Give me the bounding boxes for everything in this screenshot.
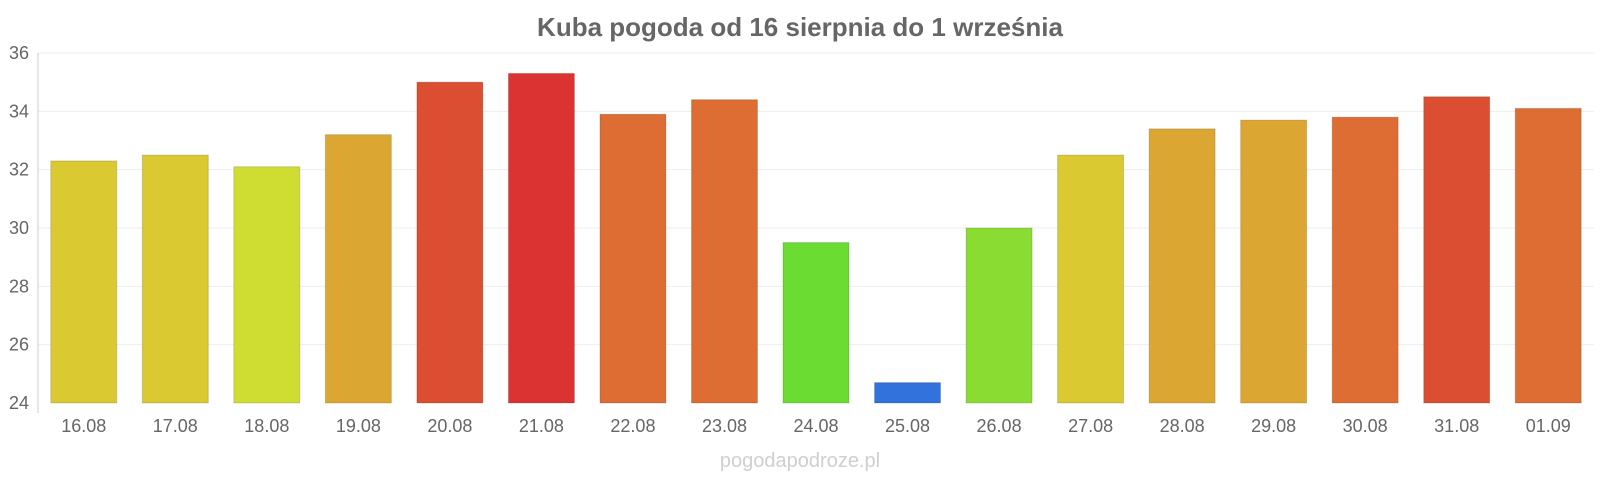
x-tick-label: 16.08 (61, 416, 106, 436)
x-tick-label: 30.08 (1343, 416, 1388, 436)
bar-22.08 (599, 113, 667, 404)
x-tick-label: 24.08 (793, 416, 838, 436)
bars (50, 72, 1582, 404)
x-tick-label: 18.08 (244, 416, 289, 436)
bar-28.08 (1148, 128, 1216, 404)
x-tick-labels: 16.08 17.08 18.08 19.08 20.08 21.08 22.08 23.08… (61, 416, 1571, 436)
x-tick-label: 19.08 (336, 416, 381, 436)
y-tick-label: 28 (9, 276, 29, 296)
x-tick-label: 01.09 (1526, 416, 1571, 436)
bar-01.09 (1514, 107, 1582, 404)
y-tick-label: 26 (9, 335, 29, 355)
bar-18.08 (233, 166, 301, 404)
y-tick-label: 36 (9, 43, 29, 63)
watermark: pogodapodroze.pl (720, 450, 880, 472)
x-tick-label: 31.08 (1434, 416, 1479, 436)
bar-24.08 (782, 242, 850, 404)
bar-16.08 (50, 160, 118, 404)
y-tick-label: 34 (9, 101, 29, 121)
x-tick-label: 17.08 (153, 416, 198, 436)
x-tick-label: 22.08 (610, 416, 655, 436)
y-tick-labels: 24 26 28 30 32 34 36 (9, 43, 29, 413)
y-tick-label: 32 (9, 160, 29, 180)
y-tick-label: 24 (9, 393, 29, 413)
x-tick-label: 21.08 (519, 416, 564, 436)
x-tick-label: 20.08 (427, 416, 472, 436)
x-tick-label: 25.08 (885, 416, 930, 436)
x-tick-label: 29.08 (1251, 416, 1296, 436)
x-tick-label: 28.08 (1160, 416, 1205, 436)
bar-30.08 (1331, 116, 1399, 404)
chart-title: Kuba pogoda od 16 sierpnia do 1 września (537, 12, 1063, 42)
bar-31.08 (1423, 96, 1491, 404)
bar-27.08 (1057, 154, 1125, 404)
x-tick-label: 23.08 (702, 416, 747, 436)
bar-26.08 (965, 227, 1033, 404)
x-tick-label: 27.08 (1068, 416, 1113, 436)
bar-20.08 (416, 81, 484, 404)
bar-25.08 (874, 382, 942, 404)
bar-19.08 (324, 134, 392, 404)
bar-29.08 (1240, 119, 1308, 404)
bar-21.08 (507, 72, 575, 404)
x-tick-label: 26.08 (977, 416, 1022, 436)
bar-17.08 (141, 154, 209, 404)
bar-23.08 (690, 99, 758, 404)
y-tick-label: 30 (9, 218, 29, 238)
